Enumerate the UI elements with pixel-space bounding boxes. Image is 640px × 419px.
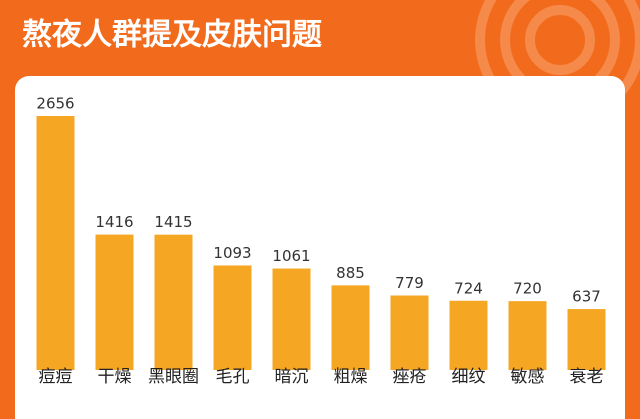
bar — [508, 301, 547, 370]
bar — [567, 309, 606, 370]
category-label: 黑眼圈 — [148, 367, 199, 387]
value-label: 637 — [572, 288, 601, 306]
value-label: 1416 — [95, 213, 133, 231]
bar — [390, 295, 429, 370]
category-label: 干燥 — [98, 367, 132, 387]
value-label: 779 — [395, 274, 424, 292]
value-label: 1093 — [213, 244, 251, 262]
value-label: 1061 — [272, 247, 310, 265]
category-label: 毛孔 — [216, 367, 250, 387]
value-label: 885 — [336, 264, 365, 282]
category-label: 痘痘 — [39, 367, 73, 387]
bar — [36, 116, 75, 370]
bar — [272, 268, 311, 370]
chart-title: 熬夜人群提及皮肤问题 — [22, 18, 322, 53]
category-label: 敏感 — [511, 367, 545, 387]
value-label: 724 — [454, 279, 483, 297]
bar — [95, 234, 134, 370]
bar — [213, 265, 252, 370]
category-label: 衰老 — [570, 367, 604, 387]
category-label: 暗沉 — [275, 367, 309, 387]
value-label: 1415 — [154, 213, 192, 231]
category-label: 痤疮 — [393, 367, 427, 387]
value-label: 720 — [513, 280, 542, 298]
bar — [331, 285, 370, 370]
category-label: 粗燥 — [334, 367, 368, 387]
value-label: 2656 — [36, 95, 74, 113]
category-label: 细纹 — [452, 367, 486, 387]
bar — [449, 300, 488, 370]
bar — [154, 234, 193, 370]
